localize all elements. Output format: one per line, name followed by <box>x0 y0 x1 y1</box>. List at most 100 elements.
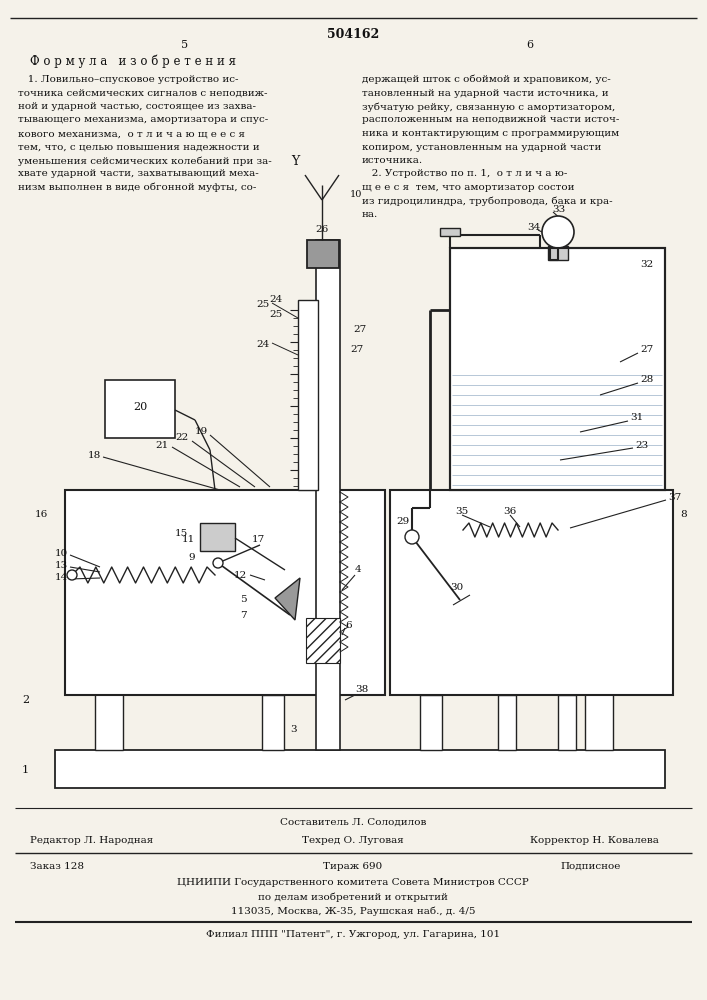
Circle shape <box>542 216 574 248</box>
Text: Техред О. Луговая: Техред О. Луговая <box>302 836 404 845</box>
Text: копиром, установленным на ударной части: копиром, установленным на ударной части <box>362 142 602 151</box>
Text: держащей шток с обоймой и храповиком, ус-: держащей шток с обоймой и храповиком, ус… <box>362 75 611 85</box>
Text: 23: 23 <box>635 440 648 450</box>
Text: 31: 31 <box>630 414 643 422</box>
Text: 11: 11 <box>182 536 195 544</box>
Text: 12: 12 <box>234 570 247 580</box>
Text: 10: 10 <box>350 190 363 199</box>
Text: 28: 28 <box>640 375 653 384</box>
Bar <box>307 240 339 268</box>
Circle shape <box>213 558 223 568</box>
Text: 14: 14 <box>54 572 68 582</box>
Text: 7: 7 <box>240 610 247 619</box>
Text: 10: 10 <box>54 548 68 558</box>
Text: тывающего механизма, амортизатора и спус-: тывающего механизма, амортизатора и спус… <box>18 115 268 124</box>
Text: Корректор Н. Ковалева: Корректор Н. Ковалева <box>530 836 659 845</box>
Text: 504162: 504162 <box>327 28 379 41</box>
Bar <box>450 248 665 490</box>
Text: 37: 37 <box>668 493 682 502</box>
Bar <box>420 695 442 750</box>
Bar <box>451 370 664 489</box>
Text: 21: 21 <box>155 440 168 450</box>
Text: 27: 27 <box>350 346 363 355</box>
Text: по делам изобретений и открытий: по делам изобретений и открытий <box>258 893 448 902</box>
Text: из гидроцилиндра, трубопровода, бака и кра-: из гидроцилиндра, трубопровода, бака и к… <box>362 196 613 206</box>
Text: Редактор Л. Народная: Редактор Л. Народная <box>30 836 153 845</box>
Text: ника и контактирующим с программирующим: ника и контактирующим с программирующим <box>362 129 619 138</box>
Text: Составитель Л. Солодилов: Составитель Л. Солодилов <box>280 818 426 827</box>
Text: 22: 22 <box>175 434 188 442</box>
Text: 26: 26 <box>315 225 329 234</box>
Text: 27: 27 <box>353 326 366 334</box>
Bar <box>440 228 460 236</box>
Text: тем, что, с целью повышения надежности и: тем, что, с целью повышения надежности и <box>18 142 259 151</box>
Text: 9: 9 <box>188 554 195 562</box>
Bar <box>65 490 385 695</box>
Text: 30: 30 <box>450 584 463 592</box>
Text: кового механизма,  о т л и ч а ю щ е е с я: кового механизма, о т л и ч а ю щ е е с … <box>18 129 245 138</box>
Polygon shape <box>275 578 300 620</box>
Text: 113035, Москва, Ж-35, Раушская наб., д. 4/5: 113035, Москва, Ж-35, Раушская наб., д. … <box>230 907 475 916</box>
Text: 13: 13 <box>54 560 68 570</box>
Circle shape <box>67 570 77 580</box>
Text: 34: 34 <box>527 224 540 232</box>
Text: 24: 24 <box>257 340 270 349</box>
Text: на.: на. <box>362 210 378 219</box>
Text: 27: 27 <box>640 346 653 355</box>
Bar <box>585 660 613 750</box>
Text: 15: 15 <box>175 528 188 538</box>
Text: 35: 35 <box>455 508 468 516</box>
Text: 19: 19 <box>195 428 209 436</box>
Text: 6: 6 <box>345 620 351 630</box>
Text: 1. Ловильно–спусковое устройство ис-: 1. Ловильно–спусковое устройство ис- <box>18 75 238 84</box>
Text: Ф о р м у л а   и з о б р е т е н и я: Ф о р м у л а и з о б р е т е н и я <box>30 55 236 68</box>
Text: Тираж 690: Тираж 690 <box>323 862 382 871</box>
Text: Подписное: Подписное <box>560 862 620 871</box>
Bar <box>548 246 568 260</box>
Text: 6: 6 <box>527 40 534 50</box>
Text: 20: 20 <box>133 402 147 412</box>
Bar <box>498 695 516 750</box>
Text: 32: 32 <box>640 260 653 269</box>
Text: 3: 3 <box>290 726 297 734</box>
Text: хвате ударной части, захватывающий меха-: хвате ударной части, захватывающий меха- <box>18 169 259 178</box>
Bar <box>105 380 175 438</box>
Bar <box>262 695 284 750</box>
Text: Филиал ППП "Патент", г. Ужгород, ул. Гагарина, 101: Филиал ППП "Патент", г. Ужгород, ул. Гаг… <box>206 930 500 939</box>
Bar <box>200 523 235 551</box>
Text: 25: 25 <box>270 310 283 319</box>
Text: 4: 4 <box>355 566 361 574</box>
Text: уменьшения сейсмических колебаний при за-: уменьшения сейсмических колебаний при за… <box>18 156 271 165</box>
Circle shape <box>405 530 419 544</box>
Bar <box>95 660 123 750</box>
Bar <box>558 695 576 750</box>
Text: 18: 18 <box>88 450 101 460</box>
Bar <box>450 248 665 490</box>
Text: низм выполнен в виде обгонной муфты, со-: низм выполнен в виде обгонной муфты, со- <box>18 183 257 192</box>
Bar <box>55 750 665 788</box>
Text: щ е е с я  тем, что амортизатор состои: щ е е с я тем, что амортизатор состои <box>362 183 575 192</box>
Bar <box>316 240 340 750</box>
Text: 17: 17 <box>252 536 265 544</box>
Text: 5: 5 <box>182 40 189 50</box>
Bar <box>306 618 340 663</box>
Text: Заказ 128: Заказ 128 <box>30 862 84 871</box>
Text: 2: 2 <box>22 695 29 705</box>
Text: 1: 1 <box>22 765 29 775</box>
Text: 2. Устройство по п. 1,  о т л и ч а ю-: 2. Устройство по п. 1, о т л и ч а ю- <box>362 169 568 178</box>
Text: 29: 29 <box>396 518 409 526</box>
Bar <box>390 490 673 695</box>
Text: расположенным на неподвижной части источ-: расположенным на неподвижной части источ… <box>362 115 619 124</box>
Text: ЦНИИПИ Государственного комитета Совета Министров СССР: ЦНИИПИ Государственного комитета Совета … <box>177 878 529 887</box>
Bar <box>298 300 318 490</box>
Text: 36: 36 <box>503 508 516 516</box>
Text: 8: 8 <box>680 510 686 519</box>
Text: 33: 33 <box>552 206 566 215</box>
Text: 38: 38 <box>355 686 368 694</box>
Text: 5: 5 <box>240 595 247 604</box>
Text: источника.: источника. <box>362 156 423 165</box>
Text: 16: 16 <box>35 510 48 519</box>
Text: 24: 24 <box>270 295 283 304</box>
Text: 25: 25 <box>257 300 270 309</box>
Text: точника сейсмических сигналов с неподвиж-: точника сейсмических сигналов с неподвиж… <box>18 89 267 98</box>
